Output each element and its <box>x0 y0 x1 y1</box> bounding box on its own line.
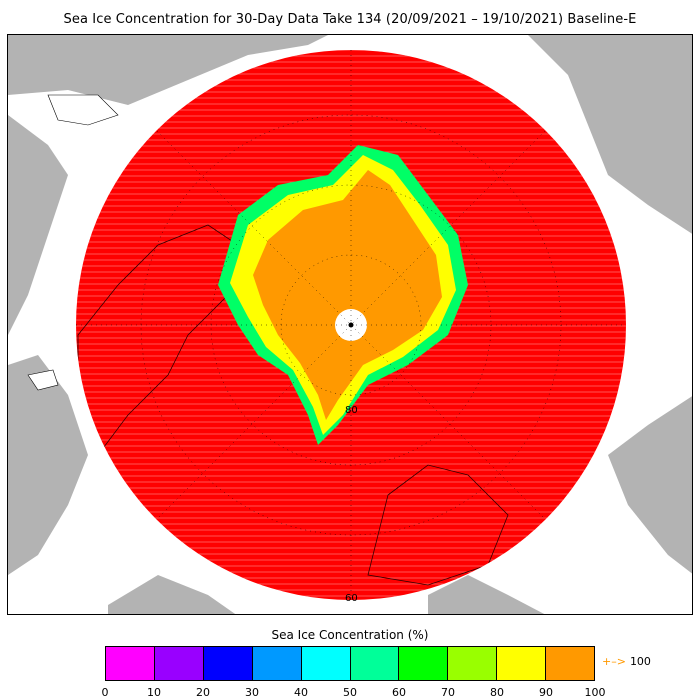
lat-label-60: 60 <box>345 593 358 604</box>
colorbar <box>105 646 595 681</box>
ice-pack-orange <box>253 170 442 420</box>
graticule <box>76 50 626 600</box>
polar-map-svg: 80 60 <box>8 35 692 614</box>
colorbar-swatch-6 <box>399 647 449 680</box>
lat-label-80: 80 <box>345 405 358 416</box>
colorbar-tick-0: 0 <box>101 686 109 699</box>
colorbar-tick-70: 70 <box>441 686 455 699</box>
colorbar-tick-50: 50 <box>343 686 357 699</box>
colorbar-tick-80: 80 <box>490 686 504 699</box>
sea-ice-disc: 80 60 <box>76 50 626 604</box>
colorbar-swatch-1 <box>154 647 204 680</box>
colorbar-tick-100: 100 <box>584 686 606 699</box>
colorbar-tick-20: 20 <box>196 686 210 699</box>
chart-title: Sea Ice Concentration for 30-Day Data Ta… <box>63 12 637 27</box>
colorbar-tick-40: 40 <box>294 686 308 699</box>
colorbar-swatch-9 <box>546 647 595 680</box>
colorbar-tick-90: 90 <box>539 686 553 699</box>
polar-map: 80 60 <box>7 34 693 615</box>
colorbar-title: Sea Ice Concentration (%) <box>271 628 429 642</box>
colorbar-swatch-5 <box>350 647 400 680</box>
colorbar-tick-10: 10 <box>147 686 161 699</box>
colorbar-swatch-8 <box>497 647 547 680</box>
overflow-arrow-icon: +–> <box>602 655 626 668</box>
colorbar-swatch-2 <box>203 647 253 680</box>
colorbar-overflow-legend: +–> 100 <box>602 655 651 668</box>
overflow-label: 100 <box>629 655 651 668</box>
land-background <box>8 35 692 614</box>
colorbar-tick-30: 30 <box>245 686 259 699</box>
colorbar-swatch-0 <box>106 647 155 680</box>
colorbar-swatch-7 <box>448 647 498 680</box>
colorbar-swatch-4 <box>301 647 351 680</box>
colorbar-tick-60: 60 <box>392 686 406 699</box>
colorbar-swatch-3 <box>252 647 302 680</box>
